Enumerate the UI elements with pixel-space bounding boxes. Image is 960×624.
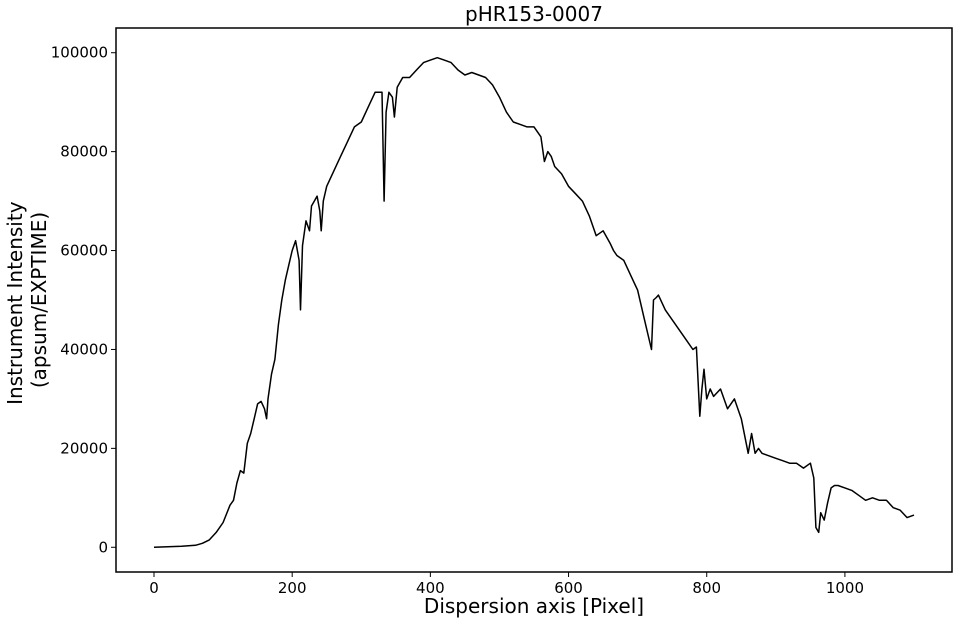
x-tick-label: 400 [416,579,445,597]
x-tick-label: 800 [692,579,721,597]
y-axis-label-line-1: Instrument Intensity [3,201,27,405]
y-tick-label: 0 [98,538,108,556]
y-tick-label: 60000 [60,242,108,260]
x-tick-label: 200 [278,579,307,597]
plot-frame [115,27,953,573]
y-axis-label-line-2: (apsum/EXPTIME) [27,212,51,388]
y-tick-label: 20000 [60,439,108,457]
x-axis: 0 200 400 600 800 1000 [149,572,864,597]
x-tick-label: 0 [149,579,159,597]
y-tick-label: 100000 [51,44,108,62]
y-axis-label: Instrument Intensity (apsum/EXPTIME) [3,195,51,405]
spectrum-line [153,56,915,549]
chart-title: pHR153-0007 [465,2,603,26]
x-tick-label: 1000 [826,579,864,597]
x-tick-label: 600 [554,579,583,597]
y-tick-label: 80000 [60,143,108,161]
y-axis: 0 20000 40000 60000 80000 100000 [51,44,116,556]
x-axis-label: Dispersion axis [Pixel] [424,594,644,618]
y-tick-label: 40000 [60,340,108,358]
